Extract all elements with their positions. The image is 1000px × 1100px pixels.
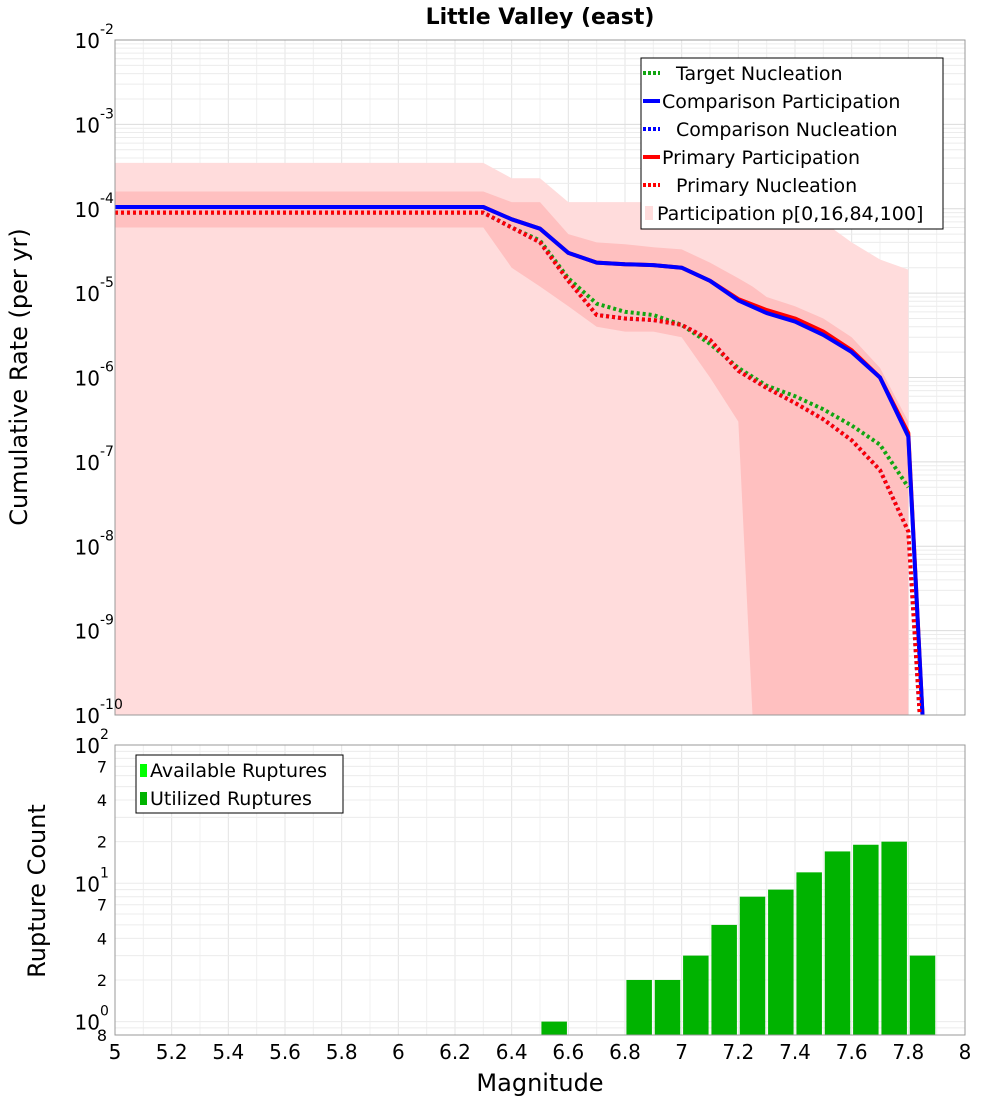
rate-lines	[115, 205, 925, 716]
y-minor-tick-label: 2	[97, 833, 107, 852]
rate-y-axis-title: Cumulative Rate (per yr)	[5, 228, 33, 526]
legend-box	[640, 57, 944, 230]
y-tick-exponent: 0	[100, 1004, 109, 1020]
bar	[796, 872, 822, 1035]
y-tick-label: 10	[75, 535, 100, 559]
legend-box	[135, 754, 344, 814]
bar	[909, 955, 936, 1035]
legend-swatch	[645, 206, 653, 220]
bar	[711, 924, 737, 1035]
bar	[626, 979, 652, 1035]
legend-swatch	[140, 792, 147, 805]
x-tick-label: 6.2	[439, 1040, 471, 1064]
y-minor-tick-label: 7	[97, 896, 107, 915]
y-tick-exponent: 2	[100, 727, 109, 743]
series-comparison-participation	[115, 205, 925, 716]
legend-label: Utilized Ruptures	[150, 788, 312, 810]
legend-label: Participation p[0,16,84,100]	[657, 203, 923, 225]
bar	[768, 889, 794, 1035]
legend-swatch	[140, 764, 147, 777]
x-tick-label: 6.8	[609, 1040, 641, 1064]
band-p16-p84	[115, 191, 909, 716]
y-tick-label: 10	[75, 620, 100, 644]
bar	[654, 979, 681, 1035]
x-tick-label: 5.8	[326, 1040, 358, 1064]
y-tick-label: 10	[75, 451, 100, 475]
y-tick-exponent: -7	[100, 444, 114, 460]
y-tick-label: 10	[75, 704, 100, 728]
x-tick-label: 5.4	[212, 1040, 244, 1064]
legend-label: Primary Participation	[662, 147, 860, 169]
y-tick-exponent: 1	[100, 865, 109, 881]
y-tick-exponent: -3	[100, 106, 114, 122]
series-primary-nucleation	[115, 210, 922, 716]
bar	[683, 955, 709, 1035]
y-tick-label: 10	[75, 198, 100, 222]
legend-label: Primary Nucleation	[676, 175, 857, 197]
y-tick-label: 10	[75, 282, 100, 306]
y-minor-tick-label: 4	[97, 929, 107, 948]
y-tick-label: 10	[75, 872, 100, 896]
bar	[881, 841, 907, 1035]
y-minor-tick-label: 2	[97, 971, 107, 990]
bar	[541, 1021, 567, 1035]
y-minor-tick-label: 4	[97, 791, 107, 810]
x-tick-label: 7.6	[836, 1040, 868, 1064]
participation-bands	[115, 162, 909, 716]
x-tick-label: 7.4	[779, 1040, 811, 1064]
y-tick-exponent: -10	[100, 697, 123, 713]
count-plot-frame	[114, 744, 966, 1036]
y-tick-exponent: -2	[100, 22, 114, 38]
rate-legend: Target Nucleation Comparison Participatio…	[640, 57, 944, 230]
y-tick-label: 10	[75, 734, 100, 758]
count-y-axis-title: Rupture Count	[23, 804, 51, 978]
legend-label: Target Nucleation	[675, 63, 843, 85]
x-tick-label: 5.2	[156, 1040, 188, 1064]
x-axis-title: Magnitude	[476, 1069, 603, 1097]
bar	[739, 896, 766, 1035]
y-tick-label: 10	[75, 1011, 100, 1035]
bar	[824, 851, 851, 1035]
x-tick-label: 8	[959, 1040, 972, 1064]
rate-plot-frame	[114, 39, 966, 716]
y-tick-label: 10	[75, 367, 100, 391]
legend-label: Comparison Nucleation	[676, 119, 898, 141]
y-tick-exponent: -6	[100, 360, 114, 376]
y-tick-label: 10	[75, 113, 100, 137]
y-tick-exponent: -8	[100, 528, 114, 544]
rate-y-tick-labels: 10-210-310-410-510-610-710-810-910-10	[75, 22, 123, 728]
count-legend: Available Ruptures Utilized Ruptures	[135, 754, 344, 814]
legend-label: Comparison Participation	[662, 91, 900, 113]
x-tick-label: 7.8	[892, 1040, 924, 1064]
y-tick-label: 10	[75, 29, 100, 53]
y-minor-tick-label: 8	[97, 1026, 107, 1045]
x-tick-label: 6	[392, 1040, 405, 1064]
count-bars	[541, 841, 936, 1035]
y-minor-tick-label: 7	[97, 757, 107, 776]
x-tick-label: 6.6	[552, 1040, 584, 1064]
x-tick-label: 5	[109, 1040, 122, 1064]
chart-title: Little Valley (east)	[426, 5, 655, 30]
rate-chart: 10-210-310-410-510-610-710-810-910-10 Cu…	[5, 22, 966, 728]
x-tick-label: 6.4	[496, 1040, 528, 1064]
bar	[853, 844, 879, 1035]
x-tick-label: 7	[675, 1040, 688, 1064]
legend-label: Available Ruptures	[150, 760, 327, 782]
y-tick-exponent: -4	[100, 191, 114, 207]
y-tick-exponent: -5	[100, 275, 114, 291]
y-tick-exponent: -9	[100, 613, 114, 629]
x-tick-label: 5.6	[269, 1040, 301, 1064]
x-tick-label: 7.2	[722, 1040, 754, 1064]
magnitude-tick-labels: 5 5.2 5.4 5.6 5.8 6 6.2 6.4 6.6 6.8 7 7.2 7.4 7.6 7.8 8	[109, 1040, 972, 1064]
